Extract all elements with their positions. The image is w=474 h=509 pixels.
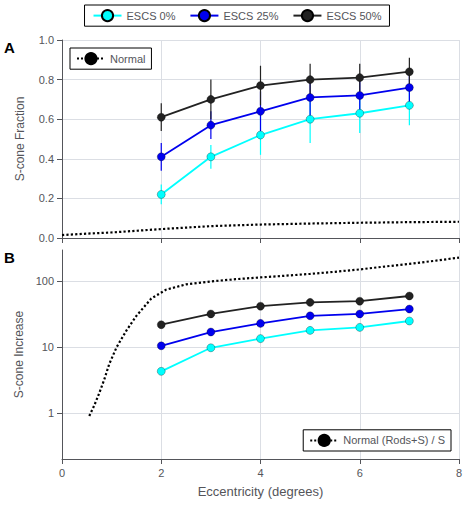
- svg-text:A: A: [4, 39, 15, 56]
- svg-text:10: 10: [42, 341, 54, 353]
- svg-text:Normal (Rods+S) / S: Normal (Rods+S) / S: [343, 434, 445, 446]
- svg-text:8: 8: [456, 467, 462, 479]
- svg-text:B: B: [4, 249, 15, 266]
- svg-text:Eccentricity (degrees): Eccentricity (degrees): [198, 484, 324, 499]
- svg-text:1: 1: [48, 407, 54, 419]
- svg-text:ESCS 50%: ESCS 50%: [326, 10, 381, 22]
- svg-text:4: 4: [257, 467, 263, 479]
- svg-text:0.4: 0.4: [39, 153, 54, 165]
- svg-text:100: 100: [36, 275, 54, 287]
- svg-text:ESCS 0%: ESCS 0%: [127, 10, 176, 22]
- svg-text:2: 2: [158, 467, 164, 479]
- svg-text:ESCS 25%: ESCS 25%: [223, 10, 278, 22]
- svg-text:0.2: 0.2: [39, 192, 54, 204]
- svg-text:0.0: 0.0: [39, 232, 54, 244]
- svg-text:0: 0: [59, 467, 65, 479]
- svg-text:0.8: 0.8: [39, 74, 54, 86]
- svg-text:1.0: 1.0: [39, 34, 54, 46]
- svg-text:S-cone Increase: S-cone Increase: [12, 310, 26, 398]
- svg-text:6: 6: [357, 467, 363, 479]
- svg-text:S-cone Fraction: S-cone Fraction: [13, 97, 27, 182]
- svg-text:0.6: 0.6: [39, 113, 54, 125]
- svg-text:Normal: Normal: [110, 53, 145, 65]
